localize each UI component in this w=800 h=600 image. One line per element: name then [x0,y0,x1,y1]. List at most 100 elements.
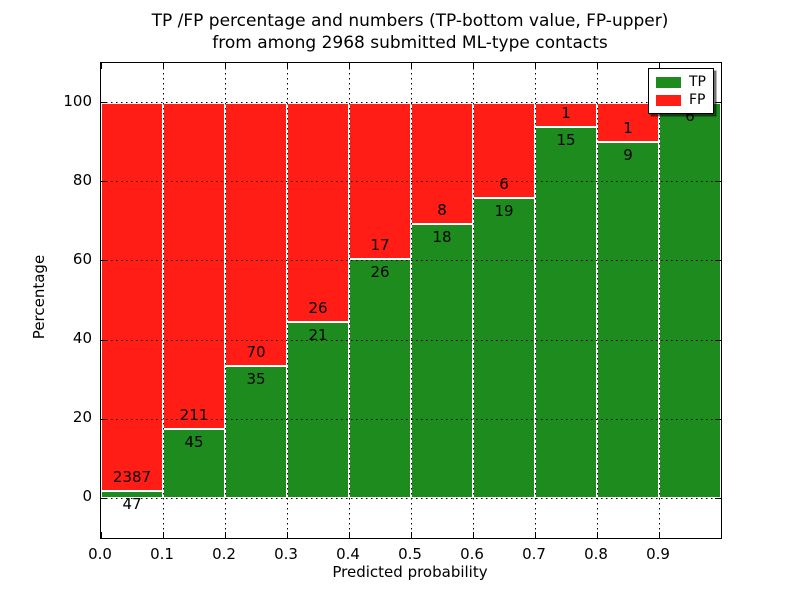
tp-count-label: 21 [308,325,328,344]
x-tick-mark [100,63,102,69]
y-tick-label: 0 [82,487,92,506]
tp-count-label: 45 [184,432,204,451]
y-tick-mark [715,260,721,262]
x-tick-mark [596,532,598,538]
x-tick-label: 0.7 [522,545,546,563]
bar-segment-tp [659,102,721,499]
tp-count-label: 35 [246,370,266,389]
fp-count-label: 6 [499,174,509,193]
fp-count-label: 211 [179,405,209,424]
y-tick-mark [101,102,107,104]
y-tick-mark [715,339,721,341]
x-tick-label: 0.6 [460,545,484,563]
vertical-gridline [286,63,288,538]
x-tick-mark [596,63,598,69]
y-tick-mark [715,181,721,183]
y-tick-label: 20 [72,408,92,427]
x-tick-label: 0.3 [274,545,298,563]
vertical-gridline [534,63,536,538]
tp-count-label: 9 [623,146,633,165]
legend-entry-fp: FP [656,93,706,107]
bar-segment-fp [163,102,225,429]
tp-count-label: 19 [494,201,514,220]
bar-segment-tp [349,259,411,499]
fp-count-label: 8 [437,201,447,220]
y-tick-mark [101,418,107,420]
x-tick-mark [286,532,288,538]
fp-count-label: 1 [561,104,571,123]
tp-color-swatch-icon [656,76,681,88]
x-tick-mark [100,532,102,538]
horizontal-gridline [101,497,721,499]
y-tick-mark [101,181,107,183]
legend: TP FP [648,68,714,114]
x-tick-label: 0.1 [150,545,174,563]
x-tick-mark [658,63,660,69]
vertical-gridline [410,63,412,538]
x-tick-mark [410,63,412,69]
vertical-gridline [658,63,660,538]
y-tick-mark [101,339,107,341]
y-tick-label: 40 [72,329,92,348]
legend-label-fp: FP [689,92,706,108]
y-tick-mark [101,497,107,499]
horizontal-gridline [101,102,721,104]
y-tick-mark [715,102,721,104]
x-tick-mark [224,63,226,69]
y-tick-mark [715,418,721,420]
plot-area: 238747211457035262117268186191151906 [100,62,722,539]
vertical-gridline [348,63,350,538]
y-tick-mark [101,260,107,262]
bar-segment-fp [101,102,163,491]
horizontal-gridline [101,418,721,420]
x-tick-label: 0.9 [646,545,670,563]
x-tick-label: 0.8 [584,545,608,563]
x-tick-mark [348,532,350,538]
x-tick-mark [658,532,660,538]
y-tick-label: 100 [63,91,92,110]
x-axis-label: Predicted probability [332,563,488,581]
bar-segment-tp [535,127,597,499]
y-tick-label: 60 [72,249,92,268]
fp-count-label: 2387 [112,467,152,486]
x-tick-label: 0.2 [212,545,236,563]
bar-segment-fp [225,102,287,367]
bar-segment-tp [287,321,349,499]
fp-count-label: 17 [370,236,390,255]
bar-segment-tp [411,224,473,499]
fp-count-label: 1 [623,119,633,138]
x-tick-mark [472,532,474,538]
x-tick-mark [410,532,412,538]
x-tick-mark [224,532,226,538]
fp-count-label: 70 [246,343,266,362]
tp-count-label: 26 [370,263,390,282]
x-tick-label: 0.0 [88,545,112,563]
tp-count-label: 6 [685,106,695,125]
bar-segment-tp [225,366,287,499]
horizontal-gridline [101,339,721,341]
horizontal-gridline [101,260,721,262]
bar-segment-tp [597,142,659,499]
fp-color-swatch-icon [656,94,681,106]
chart-title-line1: TP /FP percentage and numbers (TP-bottom… [151,11,669,31]
bar-segment-fp [287,102,349,322]
tp-count-label: 47 [122,494,142,513]
x-tick-mark [162,532,164,538]
vertical-gridline [162,63,164,538]
bar-segment-tp [473,197,535,499]
legend-label-tp: TP [689,74,706,90]
y-tick-mark [715,497,721,499]
legend-entry-tp: TP [656,75,706,89]
vertical-gridline [596,63,598,538]
vertical-gridline [472,63,474,538]
vertical-gridline [224,63,226,538]
x-tick-label: 0.5 [398,545,422,563]
horizontal-gridline [101,181,721,183]
fp-count-label: 26 [308,298,328,317]
x-tick-mark [534,63,536,69]
x-tick-mark [286,63,288,69]
x-tick-mark [348,63,350,69]
y-tick-label: 80 [72,170,92,189]
x-tick-mark [472,63,474,69]
